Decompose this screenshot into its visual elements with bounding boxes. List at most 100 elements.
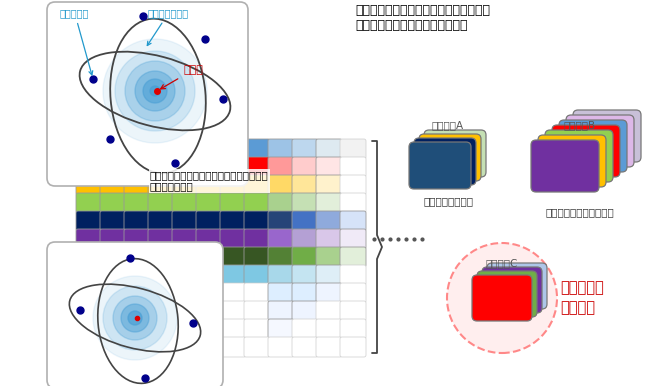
Circle shape	[93, 276, 177, 360]
FancyBboxPatch shape	[76, 265, 102, 285]
FancyBboxPatch shape	[220, 139, 246, 159]
Text: これだ！: これだ！	[560, 300, 595, 315]
FancyBboxPatch shape	[124, 175, 150, 195]
FancyBboxPatch shape	[196, 301, 222, 321]
FancyBboxPatch shape	[340, 211, 366, 231]
FancyBboxPatch shape	[477, 271, 537, 317]
Text: 限られた数の電子配置の組み合わせで、
電子同士の相互作用を表すには？: 限られた数の電子配置の組み合わせで、 電子同士の相互作用を表すには？	[355, 4, 490, 32]
FancyBboxPatch shape	[244, 175, 270, 195]
FancyBboxPatch shape	[316, 283, 342, 303]
Circle shape	[115, 51, 195, 131]
FancyBboxPatch shape	[196, 157, 222, 177]
FancyBboxPatch shape	[292, 337, 318, 357]
FancyBboxPatch shape	[124, 265, 150, 285]
FancyBboxPatch shape	[268, 319, 294, 339]
FancyBboxPatch shape	[340, 283, 366, 303]
FancyBboxPatch shape	[196, 211, 222, 231]
FancyBboxPatch shape	[220, 337, 246, 357]
Circle shape	[125, 61, 185, 121]
FancyBboxPatch shape	[244, 283, 270, 303]
FancyBboxPatch shape	[472, 275, 532, 321]
FancyBboxPatch shape	[196, 283, 222, 303]
FancyBboxPatch shape	[414, 138, 476, 185]
FancyBboxPatch shape	[220, 247, 246, 267]
FancyBboxPatch shape	[292, 157, 318, 177]
FancyBboxPatch shape	[148, 157, 174, 177]
FancyBboxPatch shape	[340, 157, 366, 177]
FancyBboxPatch shape	[220, 265, 246, 285]
FancyBboxPatch shape	[316, 229, 342, 249]
FancyBboxPatch shape	[100, 139, 126, 159]
FancyBboxPatch shape	[244, 319, 270, 339]
FancyBboxPatch shape	[573, 110, 641, 162]
FancyBboxPatch shape	[268, 265, 294, 285]
FancyBboxPatch shape	[268, 157, 294, 177]
FancyBboxPatch shape	[292, 211, 318, 231]
FancyBboxPatch shape	[316, 211, 342, 231]
FancyBboxPatch shape	[172, 229, 198, 249]
FancyBboxPatch shape	[148, 337, 174, 357]
FancyBboxPatch shape	[316, 319, 342, 339]
FancyBboxPatch shape	[268, 283, 294, 303]
FancyBboxPatch shape	[124, 157, 150, 177]
FancyBboxPatch shape	[566, 115, 634, 167]
FancyBboxPatch shape	[196, 319, 222, 339]
Circle shape	[103, 286, 167, 350]
FancyBboxPatch shape	[292, 193, 318, 213]
FancyBboxPatch shape	[244, 301, 270, 321]
FancyBboxPatch shape	[292, 247, 318, 267]
FancyBboxPatch shape	[172, 157, 198, 177]
FancyBboxPatch shape	[552, 125, 620, 177]
FancyBboxPatch shape	[100, 319, 126, 339]
Text: パターンC: パターンC	[486, 258, 518, 268]
FancyBboxPatch shape	[220, 283, 246, 303]
FancyBboxPatch shape	[76, 139, 102, 159]
FancyBboxPatch shape	[124, 301, 150, 321]
FancyBboxPatch shape	[244, 139, 270, 159]
FancyBboxPatch shape	[47, 242, 223, 386]
FancyBboxPatch shape	[76, 283, 102, 303]
FancyBboxPatch shape	[76, 211, 102, 231]
FancyBboxPatch shape	[148, 211, 174, 231]
FancyBboxPatch shape	[100, 247, 126, 267]
FancyBboxPatch shape	[148, 193, 174, 213]
FancyBboxPatch shape	[340, 229, 366, 249]
FancyBboxPatch shape	[100, 175, 126, 195]
FancyBboxPatch shape	[292, 229, 318, 249]
FancyBboxPatch shape	[100, 283, 126, 303]
FancyBboxPatch shape	[47, 2, 248, 186]
FancyBboxPatch shape	[316, 157, 342, 177]
FancyBboxPatch shape	[76, 175, 102, 195]
FancyBboxPatch shape	[244, 247, 270, 267]
FancyBboxPatch shape	[172, 247, 198, 267]
FancyBboxPatch shape	[340, 175, 366, 195]
FancyBboxPatch shape	[292, 175, 318, 195]
FancyBboxPatch shape	[76, 337, 102, 357]
FancyBboxPatch shape	[268, 139, 294, 159]
FancyBboxPatch shape	[316, 301, 342, 321]
FancyBboxPatch shape	[220, 175, 246, 195]
FancyBboxPatch shape	[244, 337, 270, 357]
FancyBboxPatch shape	[124, 283, 150, 303]
FancyBboxPatch shape	[76, 319, 102, 339]
FancyBboxPatch shape	[148, 139, 174, 159]
FancyBboxPatch shape	[124, 247, 150, 267]
FancyBboxPatch shape	[292, 139, 318, 159]
FancyBboxPatch shape	[340, 337, 366, 357]
FancyBboxPatch shape	[531, 140, 599, 192]
FancyBboxPatch shape	[268, 337, 294, 357]
FancyBboxPatch shape	[76, 229, 102, 249]
Circle shape	[143, 79, 167, 103]
FancyBboxPatch shape	[340, 139, 366, 159]
FancyBboxPatch shape	[316, 337, 342, 357]
FancyBboxPatch shape	[148, 265, 174, 285]
FancyBboxPatch shape	[100, 193, 126, 213]
FancyBboxPatch shape	[424, 130, 486, 177]
FancyBboxPatch shape	[545, 130, 613, 182]
FancyBboxPatch shape	[220, 301, 246, 321]
FancyBboxPatch shape	[76, 301, 102, 321]
FancyBboxPatch shape	[340, 247, 366, 267]
FancyBboxPatch shape	[196, 337, 222, 357]
FancyBboxPatch shape	[76, 193, 102, 213]
FancyBboxPatch shape	[244, 265, 270, 285]
